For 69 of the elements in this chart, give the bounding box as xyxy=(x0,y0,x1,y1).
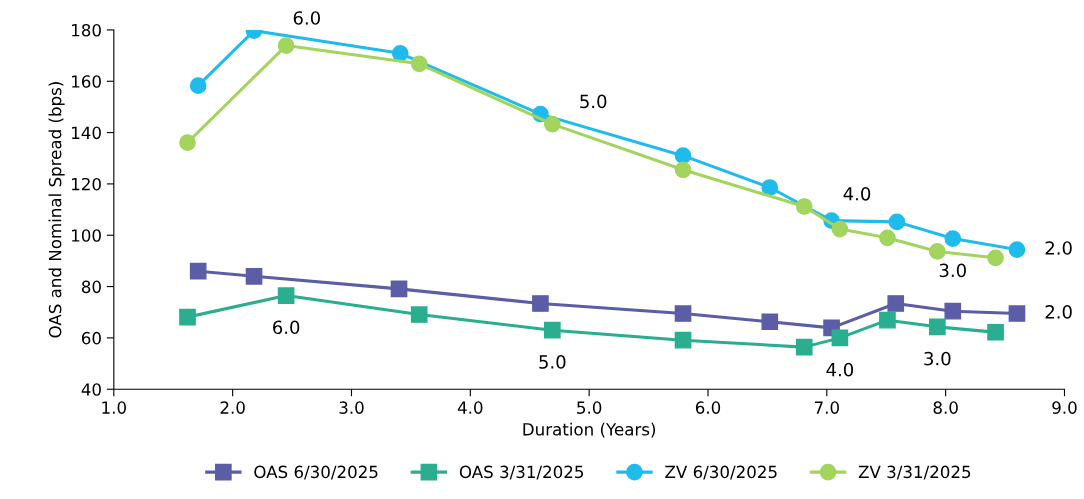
annotation: 3.0 xyxy=(939,263,966,278)
x-tick-label: 9.0 xyxy=(1052,401,1077,414)
x-tick-label: 5.0 xyxy=(577,401,602,414)
point xyxy=(795,198,813,215)
point xyxy=(391,44,409,62)
legend-label: OAS 3/31/2025 xyxy=(459,465,584,480)
point xyxy=(189,262,207,280)
annotation: 6.0 xyxy=(293,11,320,25)
legend-label: ZV 6/30/2025 xyxy=(665,465,777,480)
y-tick-label: 40 xyxy=(81,383,101,396)
point xyxy=(761,179,779,196)
point xyxy=(179,308,196,326)
point xyxy=(410,306,428,323)
point xyxy=(245,267,263,285)
point xyxy=(987,249,1004,267)
x-tick-label: 1.0 xyxy=(102,401,126,414)
point xyxy=(831,220,849,238)
y-tick-label: 140 xyxy=(72,126,101,140)
annotation: 6.0 xyxy=(273,320,300,335)
point xyxy=(179,134,196,151)
point xyxy=(410,55,428,73)
x-tick-label: 3.0 xyxy=(339,401,364,414)
point xyxy=(674,305,692,322)
y-tick-label: 100 xyxy=(72,229,101,242)
point xyxy=(532,295,549,312)
y-tick-label: 60 xyxy=(81,331,101,345)
annotation: 2.0 xyxy=(1045,241,1072,255)
point xyxy=(674,147,692,165)
point xyxy=(929,318,946,336)
point xyxy=(888,213,906,231)
annotation: 2.0 xyxy=(1045,305,1072,319)
point xyxy=(944,302,962,320)
point xyxy=(887,295,905,312)
y-tick-label: 160 xyxy=(72,75,101,88)
x-tick-label: 7.0 xyxy=(814,401,839,414)
annotation: 5.0 xyxy=(580,94,607,109)
point xyxy=(879,311,896,329)
x-tick-label: 4.0 xyxy=(457,401,483,414)
annotation: 3.0 xyxy=(924,351,951,366)
x-axis-title: Duration (Years) xyxy=(523,422,656,438)
point xyxy=(189,77,207,94)
point xyxy=(831,329,849,347)
x-tick-label: 2.0 xyxy=(220,401,245,414)
point xyxy=(761,313,779,331)
annotation: 5.0 xyxy=(539,355,566,369)
point xyxy=(987,323,1004,341)
point xyxy=(929,243,946,260)
y-tick-label: 80 xyxy=(81,280,101,294)
point xyxy=(543,115,561,133)
point xyxy=(277,37,295,54)
point xyxy=(674,331,692,349)
legend-label: ZV 3/31/2025 xyxy=(858,465,971,480)
x-tick-label: 6.0 xyxy=(695,401,721,414)
point xyxy=(795,338,813,356)
point xyxy=(390,280,408,298)
y-tick-label: 120 xyxy=(72,177,101,191)
annotation: 4.0 xyxy=(843,186,871,201)
annotation: 4.0 xyxy=(826,362,854,377)
point xyxy=(277,287,295,304)
point xyxy=(674,161,692,179)
point xyxy=(543,321,561,339)
legend-label: OAS 6/30/2025 xyxy=(254,465,378,480)
y-axis-title: OAS and Nominal Spread (bps) xyxy=(48,82,65,338)
point xyxy=(1008,241,1026,258)
point xyxy=(944,230,962,247)
x-tick-label: 8.0 xyxy=(933,401,958,414)
point xyxy=(1008,305,1026,322)
point xyxy=(879,229,896,247)
y-tick-label: 180 xyxy=(72,23,101,37)
